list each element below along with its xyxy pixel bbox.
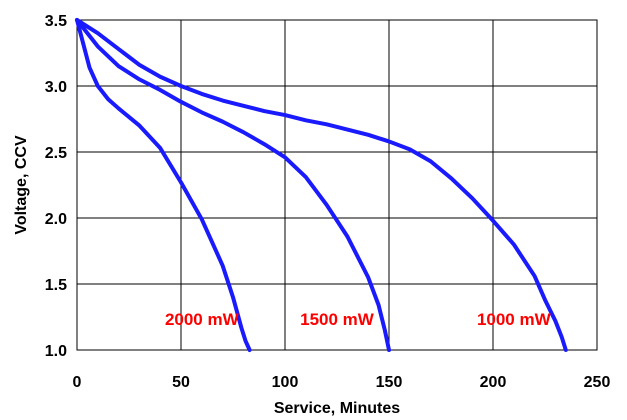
gridlines xyxy=(76,19,598,351)
series-line xyxy=(75,18,252,352)
x-tick-label: 250 xyxy=(584,374,611,391)
y-tick-label: 2.5 xyxy=(45,145,67,162)
y-tick-label: 1.5 xyxy=(45,277,67,294)
y-tick-label: 3.0 xyxy=(45,79,67,96)
y-tick-label: 3.5 xyxy=(45,13,67,30)
series-label: 1500 mW xyxy=(300,310,375,329)
x-axis-label: Service, Minutes xyxy=(274,400,400,417)
series-label: 2000 mW xyxy=(165,310,240,329)
series-line xyxy=(75,18,391,352)
x-tick-label: 50 xyxy=(172,374,190,391)
y-tick-labels: 1.0 1.5 2.0 2.5 3.0 3.5 xyxy=(45,13,67,360)
x-tick-labels: 0 50 100 150 200 250 xyxy=(73,374,611,391)
x-tick-label: 0 xyxy=(73,374,82,391)
series-group xyxy=(75,18,568,352)
x-tick-label: 100 xyxy=(272,374,299,391)
x-tick-label: 200 xyxy=(480,374,507,391)
y-tick-label: 2.0 xyxy=(45,211,67,228)
series-line xyxy=(75,18,568,352)
plot-area-border xyxy=(76,19,598,351)
y-tick-label: 1.0 xyxy=(45,343,67,360)
y-axis-label: Voltage, CCV xyxy=(13,135,30,235)
series-label: 1000 mW xyxy=(477,310,552,329)
x-tick-label: 150 xyxy=(376,374,403,391)
series-annotations: 2000 mW 1500 mW 1000 mW xyxy=(165,310,552,329)
